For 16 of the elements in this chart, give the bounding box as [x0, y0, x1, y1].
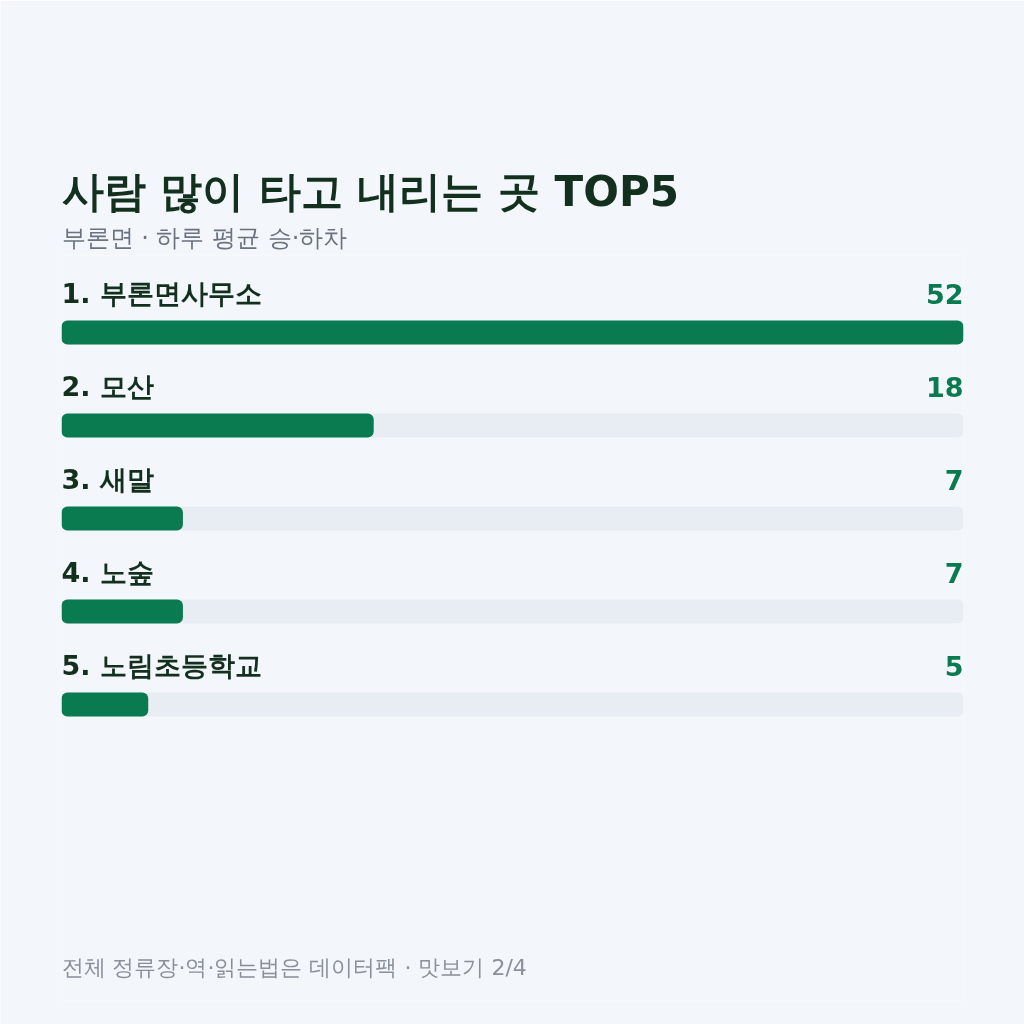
y-tick-label: 1. 부론면사무소 — [61, 278, 262, 309]
y-tick-label: 3. 새말 — [61, 464, 154, 495]
data-label: 18 — [925, 371, 964, 403]
bar — [61, 506, 183, 531]
y-tick-label: 4. 노숲 — [61, 557, 154, 588]
y-tick-label: 5. 노림초등학교 — [61, 650, 262, 681]
data-label: 7 — [944, 464, 964, 496]
data-label: 7 — [944, 557, 964, 589]
chart-title: 사람 많이 타고 내리는 곳 TOP5 — [61, 166, 679, 216]
data-label: 5 — [944, 650, 964, 682]
data-label: 52 — [925, 278, 964, 310]
text: 전체 정류장·역·읽는법은 데이터팩 · 맛보기 2/4 — [61, 955, 527, 980]
bar — [61, 599, 183, 624]
bar — [61, 692, 149, 717]
chart-subtitle: 부론면 · 하루 평균 승·하차 — [61, 223, 348, 252]
y-tick-label: 2. 모산 — [61, 371, 154, 402]
